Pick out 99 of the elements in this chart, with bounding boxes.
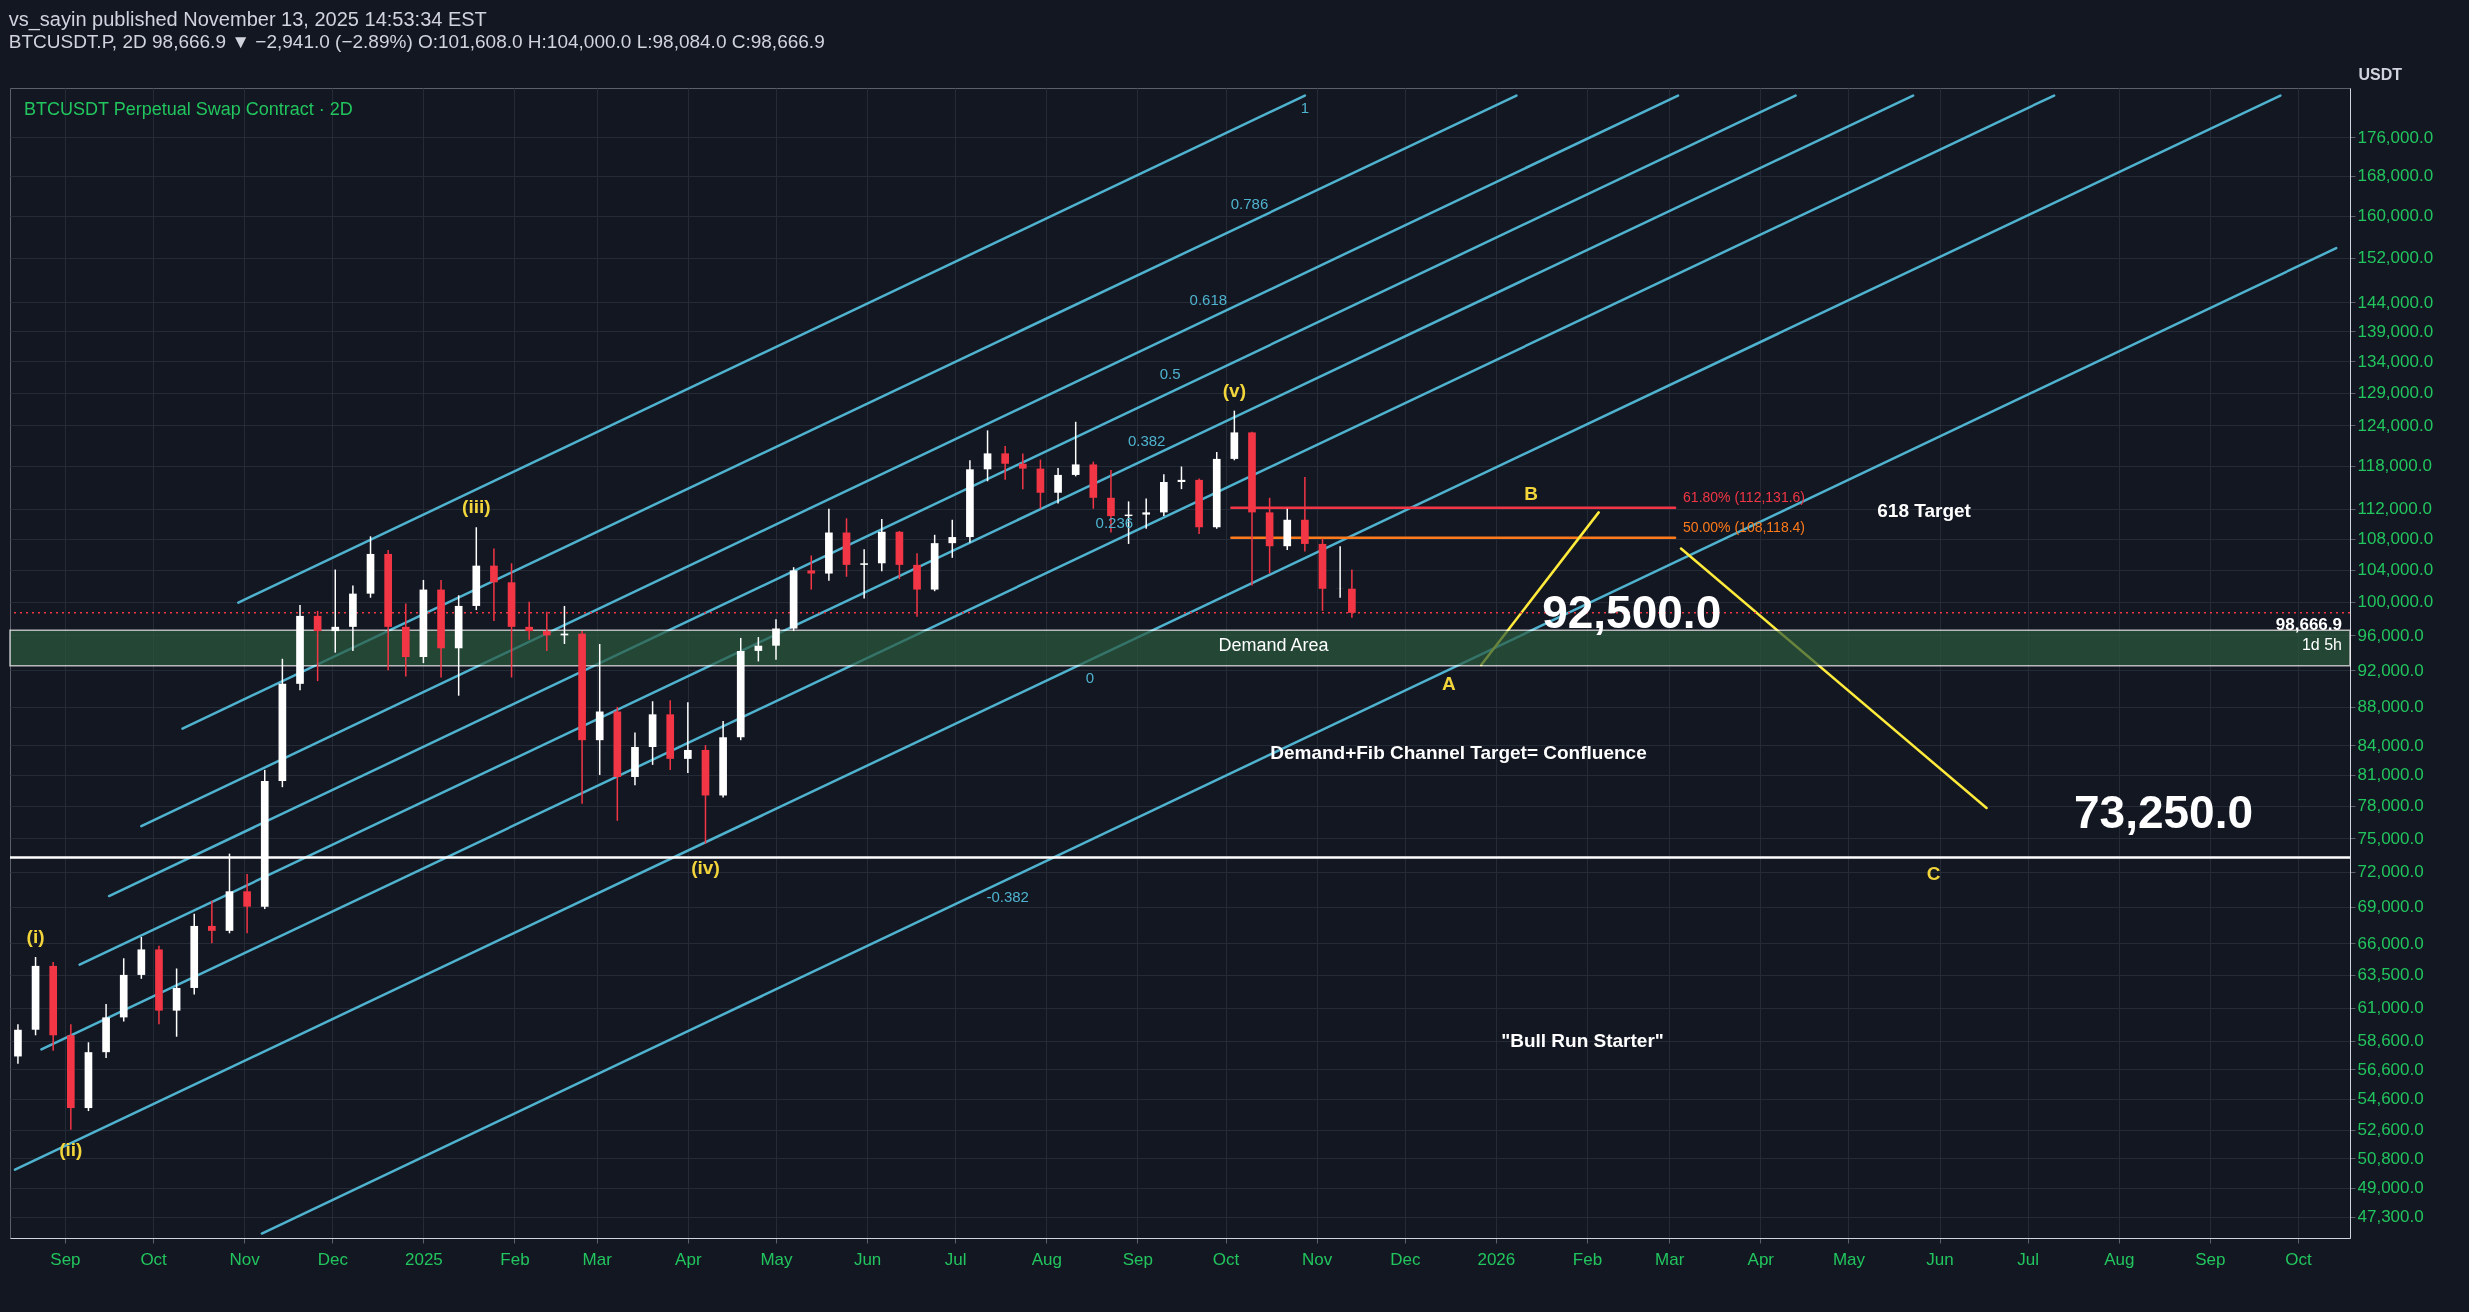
annotation: 1	[1300, 98, 1310, 116]
y-tick-label: 88,000.0	[2357, 697, 2424, 717]
chart-subtitle: BTCUSDT.P, 2D 98,666.9 ▼ −2,941.0 (−2.89%) O:101,608.0 H:104,000.0 L:98,084.0 C:98,666.9	[8, 31, 825, 52]
x-tick-label: 2025	[405, 1249, 443, 1269]
y-tick-label: 129,000.0	[2357, 383, 2434, 403]
x-tick-label: Sep	[1122, 1249, 1154, 1269]
x-tick-label: May	[1832, 1249, 1866, 1269]
x-tick-label: Oct	[140, 1249, 168, 1269]
annotation: BTCUSDT Perpetual Swap Contract · 2D	[24, 99, 353, 119]
x-tick-label: Aug	[2104, 1249, 2135, 1269]
y-tick-label: 160,000.0	[2357, 206, 2434, 226]
candlestick	[948, 519, 957, 559]
candlestick	[1001, 445, 1010, 481]
annotation: "Bull Run Starter"	[1501, 1030, 1664, 1052]
annotation: A	[1441, 672, 1456, 694]
x-tick-label: 2026	[1477, 1249, 1516, 1269]
x-tick-label: Oct	[1212, 1249, 1240, 1269]
band-label: Demand Area	[1218, 635, 1330, 656]
x-tick-label: Mar	[1655, 1249, 1685, 1269]
x-tick-label: Sep	[50, 1249, 81, 1269]
y-tick-label: 104,000.0	[2357, 560, 2434, 580]
candlestick	[1018, 452, 1027, 490]
x-tick-label: Apr	[1747, 1249, 1775, 1269]
y-tick-label: 100,000.0	[2357, 592, 2434, 612]
candlestick	[1054, 467, 1062, 505]
candlestick	[243, 873, 251, 935]
y-tick-label: 66,000.0	[2357, 933, 2424, 953]
y-tick-label: 152,000.0	[2357, 248, 2434, 268]
x-tick-label: Apr	[675, 1249, 702, 1269]
annotation: 0.5	[1159, 364, 1181, 382]
y-tick-label: 58,600.0	[2357, 1031, 2424, 1051]
x-tick-label: Dec	[317, 1249, 349, 1269]
candlestick	[1071, 421, 1080, 478]
chart-title: vs_sayin published November 13, 2025 14:53:34 EST	[8, 8, 487, 31]
y-tick-label: 54,600.0	[2357, 1089, 2424, 1109]
annotation: 0	[1085, 669, 1095, 687]
y-tick-label: 108,000.0	[2357, 529, 2434, 549]
y-tick-label: 92,000.0	[2357, 660, 2424, 680]
annotation: (ii)	[59, 1138, 83, 1160]
y-tick-label: 96,000.0	[2357, 625, 2424, 645]
annotation: 0.618	[1189, 291, 1228, 309]
x-tick-label: Nov	[1302, 1249, 1333, 1269]
ref-line-label: 98,666.9	[2275, 614, 2342, 634]
x-tick-label: Feb	[500, 1249, 530, 1269]
y-tick-label: 84,000.0	[2357, 735, 2424, 755]
y-tick-label: 75,000.0	[2357, 828, 2424, 848]
y-tick-label: 139,000.0	[2357, 321, 2434, 341]
y-tick-label: 49,000.0	[2357, 1178, 2424, 1198]
annotation: 0.382	[1127, 431, 1166, 449]
y-tick-label: 47,300.0	[2357, 1207, 2424, 1227]
y-tick-label: 81,000.0	[2357, 765, 2424, 785]
y-tick-label: 69,000.0	[2357, 897, 2424, 917]
x-tick-label: Dec	[1390, 1249, 1421, 1269]
y-tick-label: 78,000.0	[2357, 796, 2424, 816]
y-axis-title: USDT	[2358, 65, 2403, 83]
annotation: 0.786	[1230, 195, 1269, 213]
y-tick-label: 168,000.0	[2357, 166, 2434, 186]
y-tick-label: 61,000.0	[2357, 998, 2424, 1018]
y-tick-label: 176,000.0	[2357, 127, 2434, 147]
annotation: -0.382	[986, 888, 1029, 906]
candlestick	[860, 548, 868, 600]
x-tick-label: Nov	[229, 1249, 261, 1269]
x-tick-label: Jul	[944, 1249, 967, 1269]
candlestick	[1142, 497, 1151, 530]
x-tick-label: Aug	[1031, 1249, 1062, 1269]
y-tick-label: 52,600.0	[2357, 1120, 2424, 1140]
x-tick-label: Jul	[2017, 1249, 2040, 1269]
annotation: (iii)	[462, 496, 491, 518]
x-tick-label: Oct	[2285, 1249, 2312, 1269]
annotation: (iv)	[691, 856, 720, 878]
y-tick-label: 134,000.0	[2357, 351, 2434, 371]
annotation: Demand+Fib Channel Target= Confluence	[1270, 741, 1647, 763]
candlestick	[684, 701, 692, 774]
annotation: B	[1524, 482, 1538, 504]
y-tick-label: 112,000.0	[2357, 499, 2432, 519]
candlestick	[208, 899, 216, 944]
annotation: 61.80% (112,131.6)	[1683, 488, 1806, 505]
annotation: (v)	[1222, 379, 1246, 401]
candlestick	[172, 967, 181, 1038]
x-tick-label: Sep	[2195, 1249, 2226, 1269]
candlestick	[807, 554, 816, 591]
annotation: C	[1926, 862, 1941, 884]
candlestick	[983, 429, 992, 483]
annotation: (i)	[26, 925, 45, 947]
annotation: 618 Target	[1877, 500, 1972, 522]
x-tick-label: Mar	[582, 1249, 613, 1269]
annotation: 73,250.0	[2073, 785, 2254, 838]
y-tick-label: 56,600.0	[2357, 1059, 2424, 1079]
y-tick-label: 63,500.0	[2357, 965, 2424, 985]
y-tick-label: 124,000.0	[2357, 415, 2434, 435]
x-tick-label: Feb	[1572, 1249, 1603, 1269]
x-tick-label: Jun	[853, 1249, 882, 1269]
x-tick-label: May	[760, 1249, 794, 1269]
y-tick-label: 50,800.0	[2357, 1148, 2424, 1168]
annotation: 1d 5h	[2301, 635, 2342, 653]
y-tick-label: 144,000.0	[2357, 292, 2434, 312]
y-tick-label: 118,000.0	[2357, 456, 2432, 476]
x-tick-label: Jun	[1926, 1249, 1954, 1269]
y-tick-label: 72,000.0	[2357, 862, 2424, 882]
